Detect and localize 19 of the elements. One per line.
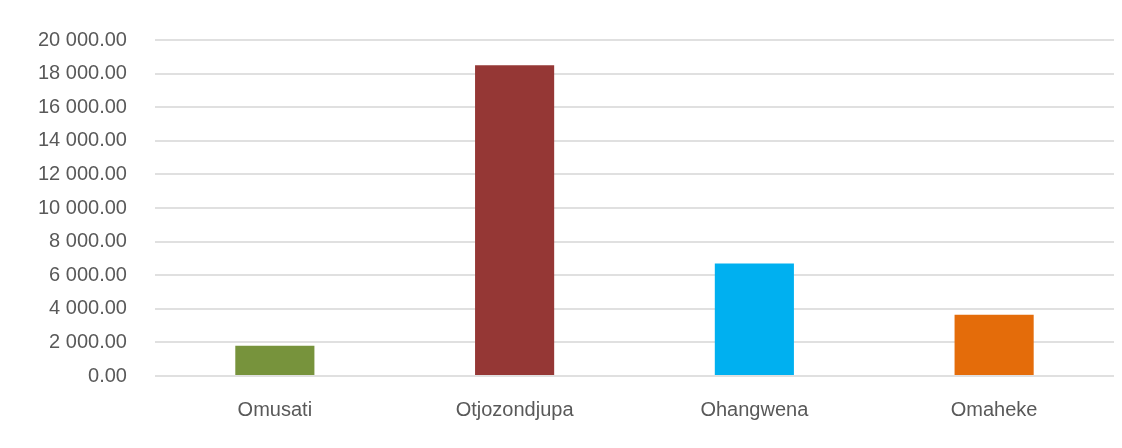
- y-tick-label: 12 000.00: [37, 161, 127, 184]
- y-tick-label: 4 000.00: [49, 296, 127, 319]
- y-tick-label: 10 000.00: [37, 195, 127, 218]
- x-tick-label: Omaheke: [950, 397, 1038, 420]
- y-tick-label: 16 000.00: [37, 94, 127, 117]
- bar: [714, 263, 794, 375]
- x-tick-label: Otjozondjupa: [455, 397, 575, 420]
- bar: [235, 345, 315, 375]
- y-tick-label: 18 000.00: [37, 61, 127, 84]
- x-tick-label: Omusati: [237, 397, 313, 420]
- x-tick-label: Ohangwena: [700, 397, 810, 420]
- y-tick-label: 2 000.00: [49, 329, 127, 352]
- y-tick-label: 6 000.00: [49, 262, 127, 285]
- y-tick-label: 14 000.00: [37, 128, 127, 151]
- y-tick-label: 20 000.00: [37, 27, 127, 50]
- y-tick-label: 0.00: [88, 363, 127, 386]
- y-tick-label: 8 000.00: [49, 229, 127, 252]
- bar: [475, 65, 555, 375]
- bar: [954, 314, 1034, 375]
